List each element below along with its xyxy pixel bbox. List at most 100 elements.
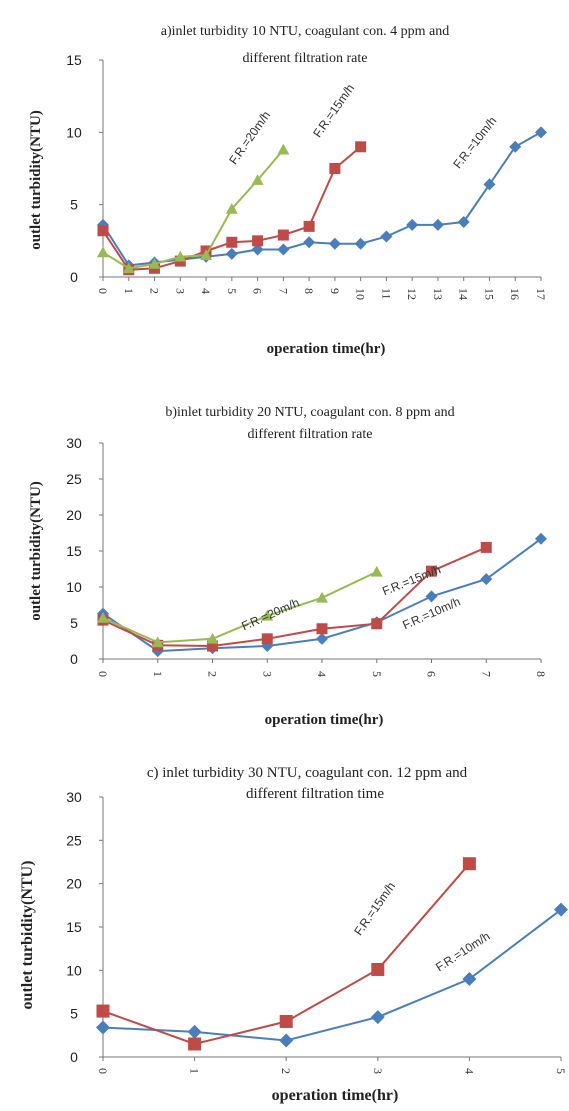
chart-c-y-tick-label: 5 [70, 1006, 78, 1022]
chart-b-data-point [316, 632, 328, 645]
chart-a-x-tick-label: 13 [431, 288, 445, 300]
chart-c-y-axis-label: outlet turbidity(NTU) [19, 861, 36, 1010]
chart-c-data-point [370, 1010, 385, 1025]
chart-c-x-tick-label: 3 [371, 1068, 385, 1074]
chart-a-x-tick-label: 10 [354, 288, 368, 300]
chart-b-data-point [206, 632, 219, 644]
chart-a-y-tick-label: 15 [66, 52, 82, 68]
chart-a-x-tick-label: 5 [225, 288, 239, 294]
chart-b-y-tick-label: 5 [70, 615, 78, 631]
chart-a-series-label: F.R.=10m/h [450, 114, 499, 171]
chart-a-data-point [328, 237, 341, 250]
chart-a-data-point [251, 174, 264, 185]
chart-a-y-tick-label: 10 [66, 124, 82, 140]
chart-a-y-tick-label: 5 [70, 197, 78, 213]
chart-b-data-point [261, 609, 274, 621]
chart-a-data-point [354, 237, 367, 250]
chart-a-data-point [97, 246, 109, 258]
chart-a-x-tick-label: 8 [302, 288, 316, 294]
chart-a-x-tick-label: 1 [122, 288, 136, 294]
chart-a-data-point [303, 236, 316, 249]
chart-a-data-point [200, 249, 213, 261]
chart-b-y-tick-label: 15 [66, 543, 82, 559]
chart-b-data-point [316, 591, 328, 603]
chart-c-data-point [371, 962, 385, 976]
chart-c-x-tick-label: 4 [462, 1068, 476, 1074]
chart-a-data-point [225, 247, 238, 260]
chart-b-x-tick-label: 6 [425, 671, 439, 677]
chart-b-x-tick-label: 8 [534, 671, 548, 677]
chart-a-series-line-3 [102, 149, 285, 270]
chart-c-y-tick-label: 0 [70, 1049, 78, 1065]
chart-b-series-label: F.R.=20m/h [239, 595, 301, 633]
chart-a-x-tick-label: 11 [379, 288, 393, 300]
chart-a-data-point [483, 178, 496, 191]
chart-b-x-tick-label: 5 [370, 671, 384, 677]
chart-a-series-label: F.R.=20m/h [226, 108, 273, 167]
chart-b-data-point [480, 541, 492, 553]
chart-b-data-point [370, 565, 383, 577]
chart-a-data-point [355, 141, 367, 153]
chart-a-data-point [225, 203, 238, 214]
chart-a-series-label: F.R.=15m/h [310, 81, 357, 140]
chart-c-y-tick-label: 20 [66, 876, 82, 892]
chart-b-y-tick-label: 30 [66, 435, 82, 451]
chart-c-data-point [96, 1004, 110, 1018]
chart-a-x-tick-label: 16 [508, 288, 522, 300]
chart-b-x-axis-label: operation time(hr) [265, 712, 384, 728]
chart-b-y-axis-label: outlet turbidity(NTU) [28, 481, 44, 621]
chart-a-data-point [251, 243, 264, 256]
chart-a-data-point [148, 257, 161, 269]
chart-b-y-tick-label: 20 [66, 507, 82, 523]
chart-c-x-tick-label: 1 [188, 1068, 202, 1074]
chart-a-x-tick-label: 7 [276, 288, 290, 294]
chart-b-data-point [426, 565, 437, 577]
chart-a-data-point [380, 230, 393, 243]
chart-a-x-tick-label: 4 [199, 288, 213, 294]
chart-c-data-point [96, 1020, 110, 1035]
chart-a-x-tick-label: 12 [405, 288, 419, 300]
chart-a-data-point [277, 143, 290, 155]
chart-a-data-point [329, 163, 341, 174]
chart-c-data-point [554, 902, 568, 917]
chart-b-data-point [97, 611, 109, 623]
chart-b-x-tick-label: 3 [260, 671, 274, 677]
chart-c-x-tick-label: 5 [554, 1068, 568, 1074]
chart-c-title-line1: c) inlet turbidity 30 NTU, coagulant con… [147, 765, 468, 781]
chart-b-x-tick-label: 2 [206, 671, 220, 677]
chart-a-x-tick-label: 14 [457, 288, 471, 300]
chart-c-data-point [462, 857, 476, 871]
chart-a-x-axis-label: operation time(hr) [267, 341, 386, 357]
chart-c-data-point [279, 1033, 294, 1048]
chart-c-data-point [462, 972, 477, 986]
chart-a-data-point [535, 126, 547, 139]
chart-c-y-tick-label: 10 [66, 962, 82, 978]
chart-c-series-line-1 [102, 908, 562, 1042]
chart-a-data-point [277, 229, 289, 241]
chart-c-data-point [279, 1014, 293, 1028]
chart-a-y-axis-label: outlet turbidity(NTU) [28, 110, 44, 250]
chart-b-data-point [316, 623, 328, 635]
chart-a-title-line2: different filtration rate [243, 51, 368, 66]
chart-a-x-tick-label: 9 [328, 288, 342, 294]
chart-a-y-tick-label: 0 [70, 269, 78, 285]
chart-a-data-point [122, 262, 135, 274]
chart-b-title-line1: b)inlet turbidity 20 NTU, coagulant con.… [165, 405, 454, 420]
chart-a-data-point [303, 220, 315, 232]
chart-panel-b: b)inlet turbidity 20 NTU, coagulant con.… [28, 405, 548, 728]
chart-a-x-tick-label: 2 [148, 288, 162, 294]
chart-c-data-point [187, 1024, 202, 1039]
chart-b-y-tick-label: 10 [66, 579, 82, 595]
chart-b-y-tick-label: 0 [70, 651, 78, 667]
chart-b-data-point [480, 573, 493, 586]
chart-c-x-tick-label: 0 [96, 1068, 110, 1074]
chart-a-data-point [277, 243, 290, 256]
chart-b-data-point [151, 636, 164, 648]
chart-b-data-point [261, 633, 273, 645]
chart-a-data-point [97, 225, 109, 237]
chart-b-title-line2: different filtration rate [248, 427, 373, 442]
chart-a-title-line1: a)inlet turbidity 10 NTU, coagulant con.… [161, 24, 450, 39]
chart-b-series-line-3 [102, 570, 378, 644]
chart-a-data-point [406, 218, 419, 231]
